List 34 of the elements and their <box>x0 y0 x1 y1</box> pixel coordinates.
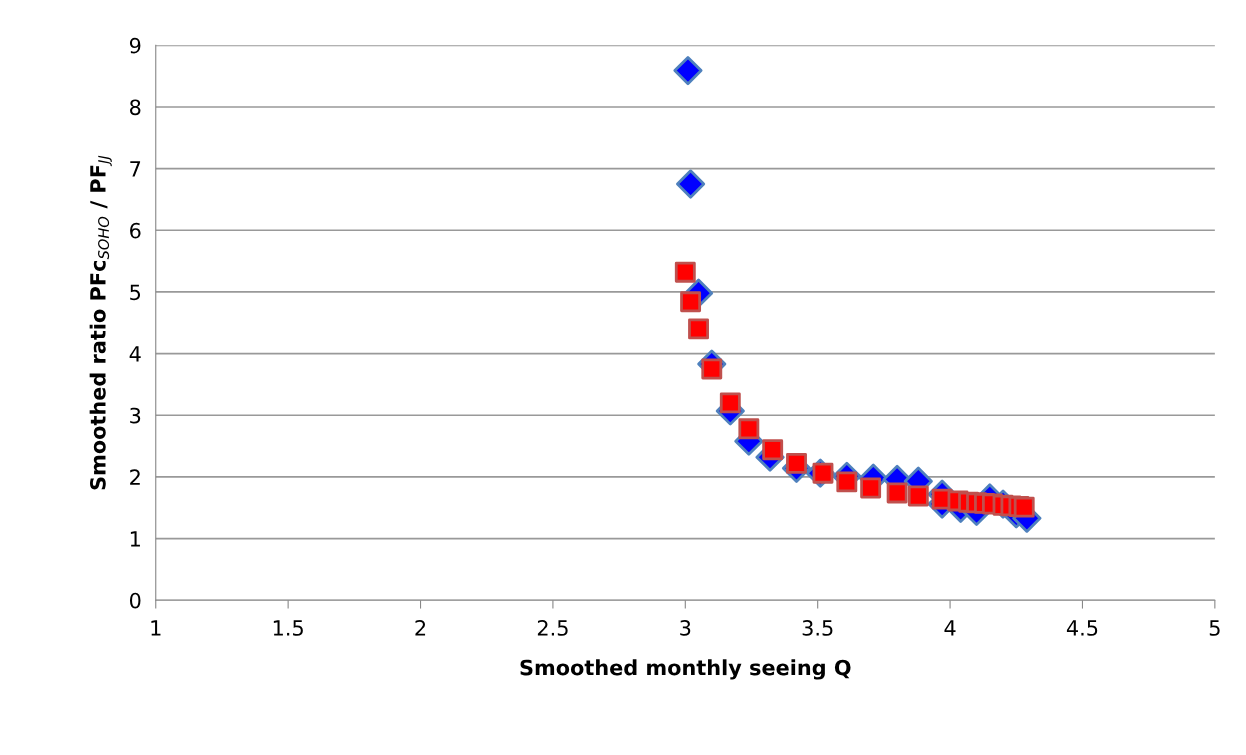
x-tick-label: 3 <box>680 620 691 636</box>
point <box>786 452 807 474</box>
x-tick-label: 3.5 <box>802 620 833 636</box>
y-tick-label: 1 <box>130 531 140 547</box>
point <box>836 471 858 493</box>
y-tick-label: 8 <box>130 99 141 116</box>
point <box>738 418 760 440</box>
y-tick-label: 6 <box>130 222 141 239</box>
y-tick-label: 3 <box>130 407 141 424</box>
point <box>674 261 696 283</box>
y-tick-label: 4 <box>129 346 141 362</box>
point <box>676 169 706 199</box>
point <box>907 485 929 507</box>
x-tick-label: 1 <box>151 620 161 636</box>
x-axis-title: Smoothed monthly seeing Q <box>520 659 851 680</box>
y-tick-label: 7 <box>130 161 141 177</box>
x-tick-label: 4.5 <box>1066 620 1098 636</box>
point <box>886 482 908 504</box>
point <box>1013 496 1035 518</box>
y-tick-label: 2 <box>130 469 140 485</box>
x-tick-label: 4 <box>944 620 956 636</box>
x-tick-label: 2 <box>415 620 426 636</box>
point <box>673 56 703 86</box>
x-tick-label: 2.5 <box>537 620 568 636</box>
point <box>719 392 741 414</box>
y-tick-label: 0 <box>129 592 141 609</box>
y-axis-title: Smoothed ratio PFc$_{SOHO}$ / PF$_{JJ}$ <box>89 155 112 490</box>
y-tick-label: 9 <box>129 37 141 54</box>
point <box>701 358 723 380</box>
x-tick-label: 5 <box>1209 620 1220 636</box>
point <box>860 477 882 499</box>
point <box>688 318 709 340</box>
x-tick-label: 1.5 <box>273 620 303 636</box>
y-tick-label: 5 <box>130 284 141 301</box>
